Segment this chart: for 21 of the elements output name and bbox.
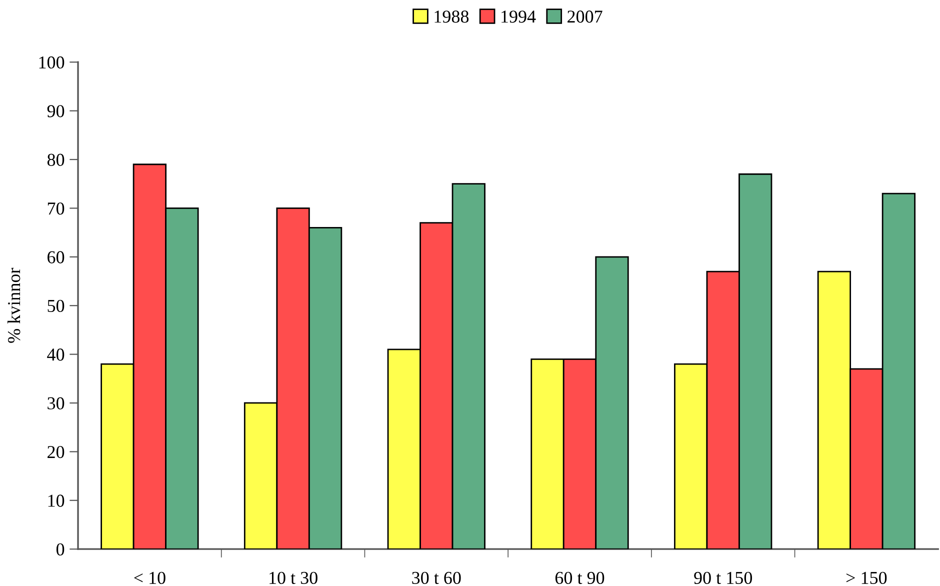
y-tick-label: 70 — [48, 202, 64, 215]
x-tick-label: 90 t 150 — [694, 572, 752, 584]
y-tick-label: 90 — [47, 105, 64, 118]
legend-label: 1994 — [502, 10, 536, 23]
y-tick-label: 0 — [56, 543, 64, 556]
x-tick-label: 60 t 90 — [555, 572, 604, 584]
x-tick-label: 30 t 60 — [412, 572, 461, 584]
y-tick-label: 100 — [39, 56, 64, 69]
y-tick-label: 40 — [47, 348, 64, 361]
y-tick-label: 20 — [48, 446, 64, 458]
x-tick-label: 10 t 30 — [270, 572, 318, 584]
y-axis-title: % kvinnor — [7, 268, 20, 343]
y-tick-label: 30 — [48, 397, 64, 410]
x-tick-label: > 150 — [846, 572, 887, 584]
legend-label: 1988 — [434, 10, 469, 23]
y-tick-label: 80 — [47, 154, 64, 166]
x-tick-label: < 10 — [134, 572, 166, 584]
y-tick-label: 60 — [48, 251, 64, 264]
y-tick-label: 10 — [48, 494, 64, 507]
legend-label: 2007 — [568, 10, 602, 23]
y-tick-label: 50 — [48, 300, 64, 312]
